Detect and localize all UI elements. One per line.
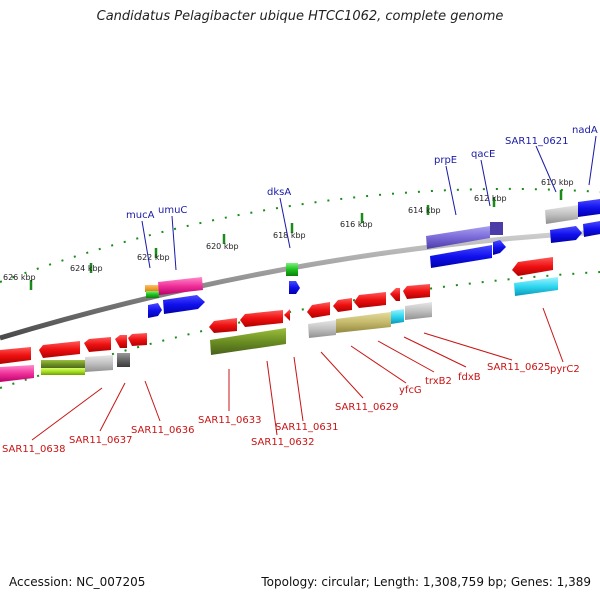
gene-label: SAR11_0633	[198, 415, 262, 426]
accession-text: Accession: NC_007205	[9, 575, 146, 589]
gene-label: SAR11_0636	[131, 425, 195, 436]
kbp-major-ticks	[29, 190, 563, 290]
gene-label: SAR11_0638	[2, 444, 66, 455]
kbp-label: 612 kbp	[474, 194, 507, 203]
gene-label: fdxB	[458, 372, 481, 383]
kbp-labels: 626 kbp 624 kbp 622 kbp 620 kbp 618 kbp …	[3, 178, 574, 282]
gene-label: SAR11_0625	[487, 362, 551, 373]
kbp-label: 616 kbp	[340, 220, 373, 229]
forward-labels: mucA umuC dksA prpE qacE SAR11_0621 nadA	[126, 125, 598, 221]
kbp-label: 626 kbp	[3, 273, 36, 282]
forward-features	[145, 199, 600, 318]
gene-label: prpE	[434, 155, 457, 166]
gene-label: SAR11_0637	[69, 435, 133, 446]
gene-label: mucA	[126, 210, 155, 221]
reverse-features	[0, 257, 558, 382]
genome-backbone	[0, 229, 600, 341]
kbp-label: 614 kbp	[408, 206, 441, 215]
genome-summary-text: Topology: circular; Length: 1,308,759 bp…	[261, 575, 591, 589]
genome-title: Candidatus Pelagibacter ubique HTCC1062,…	[96, 9, 504, 24]
kbp-label: 624 kbp	[70, 264, 103, 273]
gene-label: dksA	[267, 187, 291, 198]
gene-label: pyrC2	[550, 364, 580, 375]
reverse-labels: SAR11_0638 SAR11_0637 SAR11_0636 SAR11_0…	[2, 362, 580, 455]
kbp-label: 622 kbp	[137, 253, 170, 262]
gene-label: qacE	[471, 149, 495, 160]
gene-label: SAR11_0629	[335, 402, 399, 413]
gene-label: umuC	[158, 205, 187, 216]
kbp-label: 610 kbp	[541, 178, 574, 187]
forward-label-lines	[141, 135, 597, 271]
gene-label: trxB2	[425, 376, 452, 387]
kbp-label: 620 kbp	[206, 242, 239, 251]
gene-label: yfcG	[399, 385, 422, 396]
gene-label: SAR11_0632	[251, 437, 315, 448]
gene-label: nadA	[572, 125, 598, 136]
gene-label: SAR11_0621	[505, 136, 569, 147]
gene-label: SAR11_0631	[275, 422, 339, 433]
reverse-label-lines	[31, 307, 564, 441]
kbp-label: 618 kbp	[273, 231, 306, 240]
